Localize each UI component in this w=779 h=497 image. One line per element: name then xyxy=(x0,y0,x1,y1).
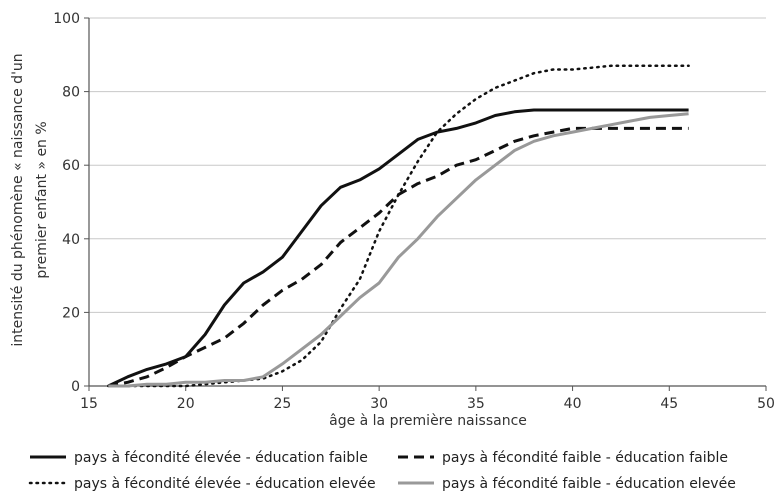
y-axis-title: intensité du phénomène « naissance d'un … xyxy=(10,53,50,346)
x-tick-label-35: 35 xyxy=(467,396,485,412)
y-axis-title-line-2: premier enfant » en % xyxy=(34,121,50,278)
x-axis-title: âge à la première naissance xyxy=(329,413,527,429)
legend-label-4: pays à fécondité faible - éducation elev… xyxy=(442,476,736,492)
y-axis-title-line-1: intensité du phénomène « naissance d'un xyxy=(10,53,26,346)
y-tick-label-0: 0 xyxy=(71,379,80,395)
x-tick-label-20: 20 xyxy=(177,396,195,412)
x-tick-labels: 15 20 25 30 35 40 45 50 xyxy=(80,396,775,412)
gridlines xyxy=(89,17,766,313)
legend-label-3: pays à fécondité élevée - éducation elev… xyxy=(74,476,376,492)
x-tick-label-30: 30 xyxy=(370,396,388,412)
y-tick-label-60: 60 xyxy=(62,158,80,174)
series-line-3 xyxy=(107,64,690,388)
x-tick-label-45: 45 xyxy=(660,396,678,412)
legend-label-2: pays à fécondité faible - éducation faib… xyxy=(442,450,728,466)
x-tick-label-25: 25 xyxy=(274,396,292,412)
legend: pays à fécondité élevée - éducation faib… xyxy=(28,450,736,492)
legend-label-1: pays à fécondité élevée - éducation faib… xyxy=(74,450,368,466)
x-tick-label-15: 15 xyxy=(80,396,98,412)
y-tick-labels: 0 20 40 60 80 100 xyxy=(53,11,80,395)
y-tick-label-80: 80 xyxy=(62,85,80,101)
axes xyxy=(84,17,767,391)
series-lines xyxy=(107,64,690,388)
x-tick-label-40: 40 xyxy=(564,396,582,412)
y-tick-label-20: 20 xyxy=(62,305,80,321)
y-tick-label-100: 100 xyxy=(53,11,80,27)
x-tick-label-50: 50 xyxy=(757,396,775,412)
y-tick-label-40: 40 xyxy=(62,232,80,248)
series-line-4 xyxy=(108,112,689,388)
series-line-1 xyxy=(107,108,689,388)
